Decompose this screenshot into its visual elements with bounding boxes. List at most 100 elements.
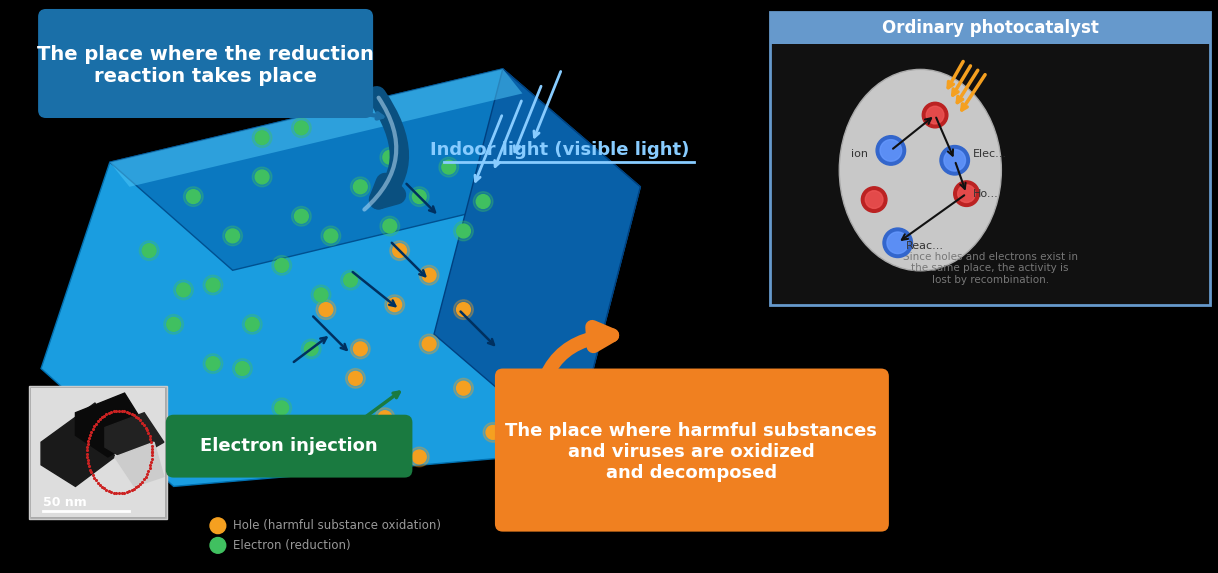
Circle shape bbox=[291, 118, 312, 138]
Circle shape bbox=[382, 219, 397, 233]
Circle shape bbox=[861, 187, 887, 213]
Circle shape bbox=[353, 342, 367, 356]
Circle shape bbox=[380, 147, 400, 167]
Circle shape bbox=[382, 151, 397, 164]
Circle shape bbox=[275, 258, 289, 272]
Circle shape bbox=[167, 317, 180, 331]
Circle shape bbox=[164, 315, 184, 334]
Circle shape bbox=[272, 398, 291, 418]
Text: Reac...: Reac... bbox=[906, 241, 944, 250]
Circle shape bbox=[206, 357, 220, 371]
Circle shape bbox=[348, 371, 362, 385]
Circle shape bbox=[174, 280, 194, 300]
Circle shape bbox=[341, 270, 361, 290]
Polygon shape bbox=[114, 442, 164, 486]
Circle shape bbox=[324, 229, 337, 243]
Circle shape bbox=[304, 342, 318, 356]
Polygon shape bbox=[434, 69, 641, 452]
Circle shape bbox=[353, 180, 367, 194]
Circle shape bbox=[203, 275, 223, 295]
FancyBboxPatch shape bbox=[38, 9, 373, 118]
Circle shape bbox=[317, 300, 336, 319]
Circle shape bbox=[346, 368, 365, 388]
Circle shape bbox=[378, 411, 392, 425]
Circle shape bbox=[474, 192, 493, 211]
Text: Ho...: Ho... bbox=[972, 189, 998, 199]
Text: ion: ion bbox=[851, 150, 868, 159]
Circle shape bbox=[252, 128, 272, 147]
Text: Elec...: Elec... bbox=[972, 150, 1006, 159]
Circle shape bbox=[343, 273, 357, 287]
Circle shape bbox=[413, 450, 426, 464]
Circle shape bbox=[409, 447, 429, 467]
Circle shape bbox=[351, 177, 370, 197]
Circle shape bbox=[301, 339, 322, 359]
Circle shape bbox=[954, 181, 979, 206]
Circle shape bbox=[256, 170, 269, 184]
Circle shape bbox=[457, 381, 470, 395]
Circle shape bbox=[409, 187, 429, 206]
Circle shape bbox=[419, 334, 438, 354]
Circle shape bbox=[413, 190, 426, 203]
Polygon shape bbox=[110, 69, 523, 187]
Circle shape bbox=[291, 206, 312, 226]
Text: Ordinary photocatalyst: Ordinary photocatalyst bbox=[882, 19, 1099, 37]
Polygon shape bbox=[76, 393, 149, 457]
Bar bbox=[29, 386, 167, 519]
Circle shape bbox=[245, 317, 259, 331]
Circle shape bbox=[235, 362, 250, 375]
Circle shape bbox=[351, 339, 370, 359]
Circle shape bbox=[209, 518, 225, 533]
Circle shape bbox=[186, 190, 200, 203]
Circle shape bbox=[476, 195, 490, 209]
FancyArrowPatch shape bbox=[376, 96, 400, 200]
Circle shape bbox=[865, 191, 883, 209]
Ellipse shape bbox=[839, 69, 1001, 271]
Circle shape bbox=[139, 241, 158, 261]
Circle shape bbox=[484, 422, 503, 442]
Circle shape bbox=[203, 354, 223, 374]
Circle shape bbox=[322, 226, 341, 246]
Circle shape bbox=[312, 285, 331, 305]
Text: Since holes and electrons exist in
the same place, the activity is
lost by recom: Since holes and electrons exist in the s… bbox=[903, 252, 1078, 285]
Circle shape bbox=[177, 283, 190, 297]
Circle shape bbox=[295, 121, 308, 135]
Circle shape bbox=[242, 315, 262, 334]
Circle shape bbox=[876, 136, 906, 165]
Circle shape bbox=[457, 303, 470, 316]
Circle shape bbox=[385, 295, 404, 315]
Circle shape bbox=[922, 103, 948, 128]
Text: Electron (reduction): Electron (reduction) bbox=[233, 539, 351, 552]
Circle shape bbox=[419, 265, 438, 285]
Circle shape bbox=[295, 209, 308, 223]
Circle shape bbox=[275, 401, 289, 415]
Bar bbox=[770, 12, 1211, 44]
Circle shape bbox=[225, 229, 240, 243]
Circle shape bbox=[887, 232, 909, 254]
Text: Indoor light (visible light): Indoor light (visible light) bbox=[430, 142, 689, 159]
Circle shape bbox=[319, 303, 333, 316]
Text: 50 nm: 50 nm bbox=[43, 496, 86, 509]
Circle shape bbox=[206, 278, 220, 292]
Bar bbox=[32, 388, 164, 517]
FancyBboxPatch shape bbox=[495, 368, 889, 532]
Circle shape bbox=[233, 359, 252, 378]
Circle shape bbox=[957, 185, 976, 202]
Circle shape bbox=[940, 146, 970, 175]
Circle shape bbox=[314, 288, 328, 302]
Bar bbox=[770, 12, 1211, 305]
Circle shape bbox=[457, 224, 470, 238]
Polygon shape bbox=[41, 69, 641, 486]
Circle shape bbox=[272, 256, 291, 275]
Circle shape bbox=[256, 131, 269, 144]
Circle shape bbox=[883, 228, 912, 257]
Circle shape bbox=[486, 426, 499, 439]
Circle shape bbox=[252, 167, 272, 187]
Text: The place where harmful substances
and viruses are oxidized
and decomposed: The place where harmful substances and v… bbox=[505, 422, 877, 482]
Circle shape bbox=[387, 298, 402, 312]
Circle shape bbox=[453, 300, 474, 319]
Circle shape bbox=[223, 226, 242, 246]
Circle shape bbox=[390, 241, 409, 261]
Circle shape bbox=[375, 408, 395, 427]
Circle shape bbox=[438, 158, 459, 177]
